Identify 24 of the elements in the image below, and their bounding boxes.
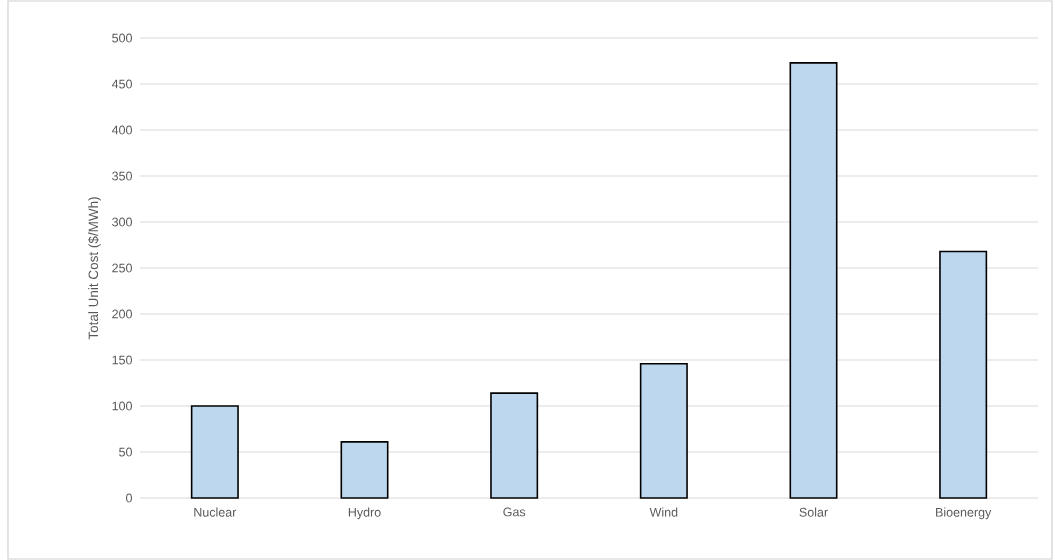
x-tick-label: Solar [799, 507, 828, 517]
y-tick-label: 400 [111, 125, 132, 135]
bar [639, 362, 688, 499]
bar [939, 250, 988, 499]
bar [789, 62, 838, 499]
y-tick-label: 300 [112, 217, 132, 227]
y-axis-title: Total Unit Cost ($/MWh) [87, 197, 101, 340]
y-tick-label: 500 [112, 33, 132, 43]
y-tick-label: 100 [112, 401, 132, 411]
y-tick-label: 50 [119, 447, 132, 457]
x-tick-label: Wind [649, 507, 678, 517]
x-tick-label: Gas [503, 507, 526, 517]
y-tick-label: 0 [126, 493, 132, 503]
y-tick-label: 150 [112, 355, 132, 365]
y-tick-label: 450 [111, 79, 132, 89]
x-tick-label: Hydro [348, 507, 381, 520]
y-tick-label: 200 [112, 309, 132, 319]
bar [190, 405, 239, 499]
bar [340, 441, 389, 499]
x-tick-label: Bioenergy [936, 507, 992, 520]
x-tick-label: Nuclear [194, 507, 237, 517]
y-tick-label: 350 [112, 171, 132, 181]
y-tick-label: 250 [112, 263, 132, 273]
bar [490, 392, 539, 499]
